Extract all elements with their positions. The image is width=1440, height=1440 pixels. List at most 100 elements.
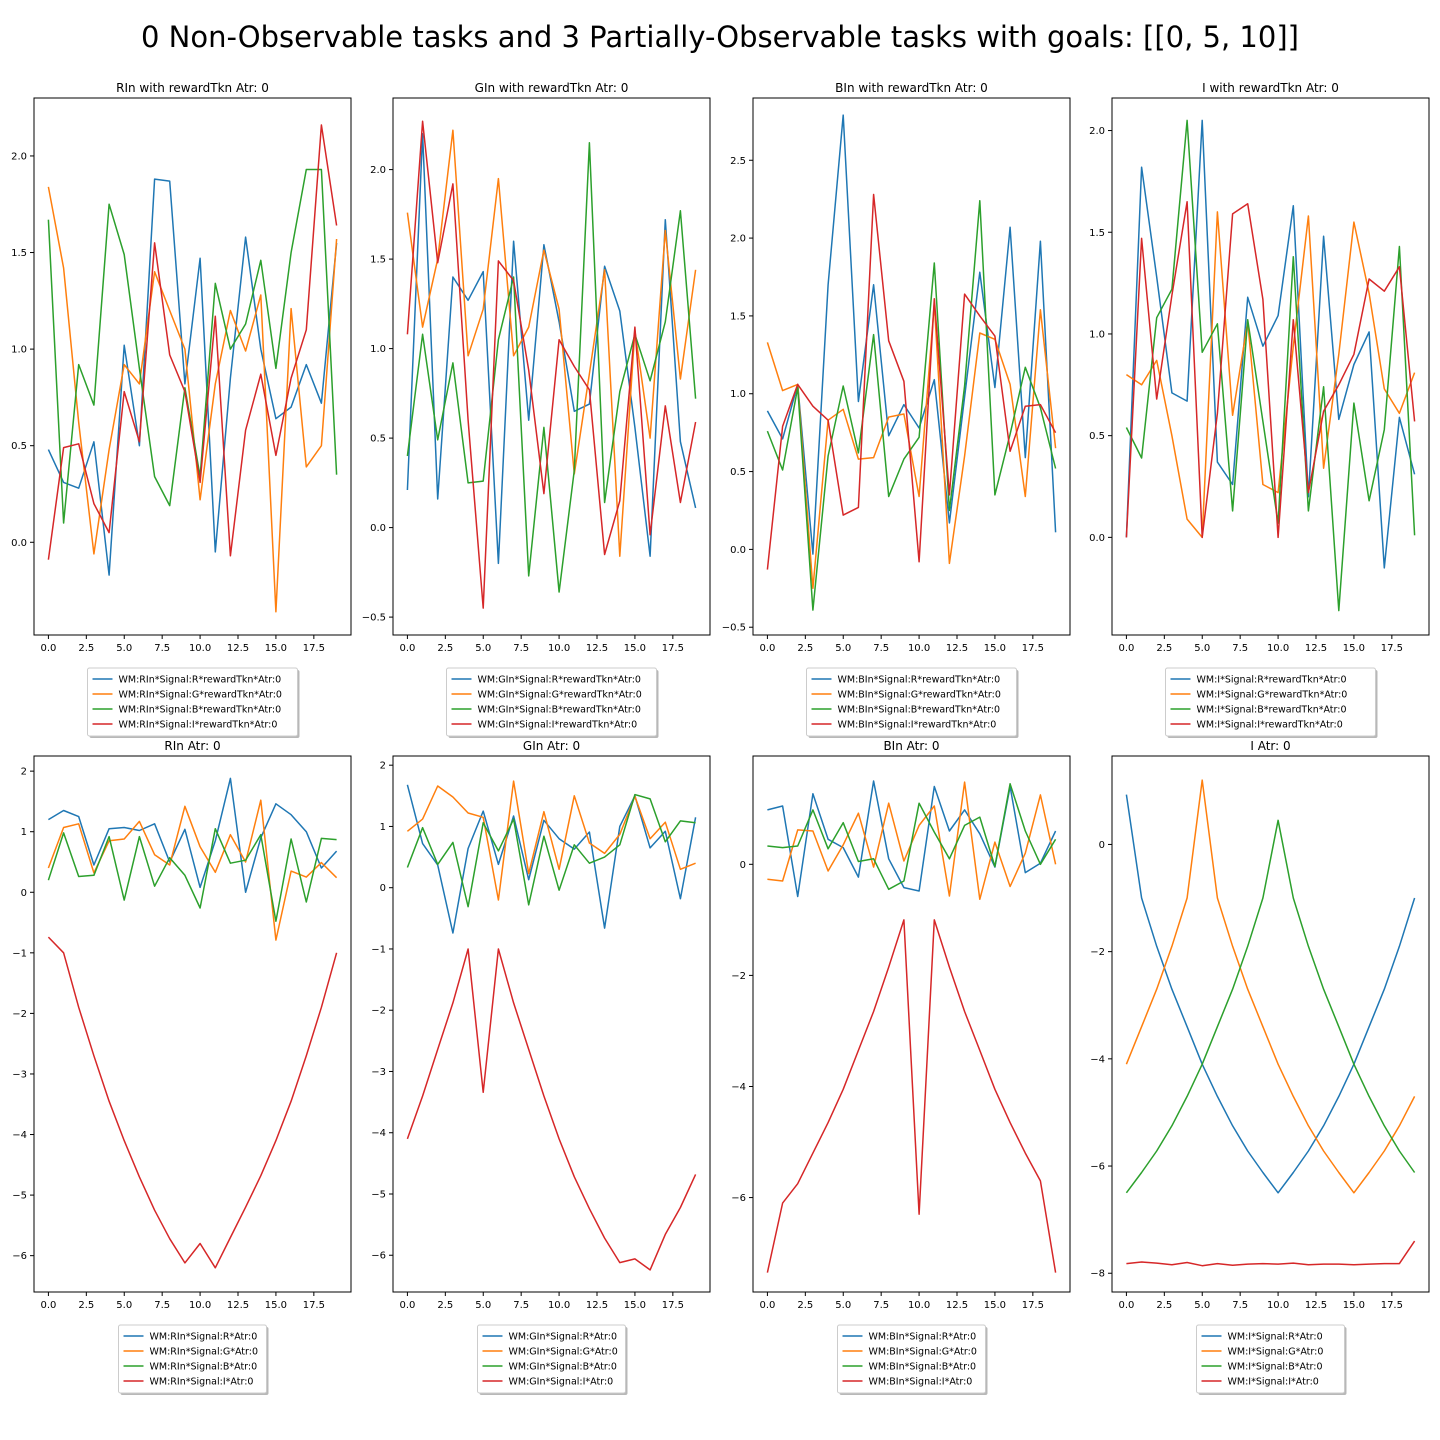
x-tick-label: 12.5	[946, 1300, 968, 1311]
subplot-title: GIn Atr: 0	[523, 739, 580, 753]
series-group	[406, 780, 697, 1271]
y-tick-label: 0	[380, 883, 386, 894]
subplot-2: GIn with rewardTkn Atr: 0 0.0 2.5 5.0 7.5 10.…	[362, 81, 711, 738]
x-tick-label: 10.0	[908, 1300, 930, 1311]
series-line-4	[1126, 1240, 1416, 1267]
x-tick-label: 15.0	[265, 643, 287, 654]
axes-frame	[752, 97, 1071, 636]
y-tick-label: 1.5	[11, 248, 27, 259]
series-line-3	[47, 827, 337, 923]
x-tick-label: 0.0	[759, 1300, 775, 1311]
legend-entry: WM:BIn*Signal:I*rewardTkn*Atr:0	[838, 720, 997, 731]
legend-entry: WM:I*Signal:R*Atr:0	[1228, 1332, 1323, 1343]
legend-entry: WM:I*Signal:R*rewardTkn*Atr:0	[1197, 675, 1347, 686]
series-line-1	[406, 133, 697, 565]
legend-entry: WM:BIn*Signal:G*rewardTkn*Atr:0	[838, 690, 1001, 701]
x-tick-label: 12.5	[586, 1300, 608, 1311]
axes-frame	[392, 755, 711, 1293]
series-group	[47, 777, 338, 1269]
legend-box	[1196, 1324, 1345, 1394]
x-tick-label: 7.5	[513, 643, 529, 654]
legend: WM:BIn*Signal:R*rewardTkn*Atr:0 WM:BIn*Si…	[806, 667, 1019, 738]
y-tick-label: −4	[1090, 1054, 1105, 1065]
x-tick-label: 0.0	[759, 643, 775, 654]
legend-entry: WM:RIn*Signal:R*Atr:0	[150, 1332, 258, 1343]
x-tick-label: 15.0	[265, 1300, 287, 1311]
y-tick-label: 0	[21, 888, 27, 899]
legend-entry: WM:RIn*Signal:R*rewardTkn*Atr:0	[119, 675, 282, 686]
legend-entry: WM:RIn*Signal:G*rewardTkn*Atr:0	[119, 690, 282, 701]
series-group	[47, 124, 338, 613]
series-line-4	[47, 936, 338, 1269]
legend-entry: WM:GIn*Signal:G*Atr:0	[509, 1347, 618, 1358]
legend-entry: WM:GIn*Signal:R*rewardTkn*Atr:0	[478, 675, 641, 686]
legend-entry: WM:BIn*Signal:B*Atr:0	[869, 1362, 977, 1373]
series-group	[766, 114, 1057, 611]
subplot-title: RIn Atr: 0	[164, 739, 220, 753]
series-line-4	[766, 193, 1057, 570]
x-tick-label: 10.0	[189, 643, 211, 654]
subplot-title: BIn with rewardTkn Atr: 0	[835, 81, 988, 95]
x-tick-label: 15.0	[1343, 1300, 1365, 1311]
subplot-6: GIn Atr: 0 0.0 2.5 5.0 7.5 10.0 12.5 15.0 17.5 −6…	[371, 739, 711, 1395]
y-tick-label: −5	[12, 1191, 27, 1202]
y-tick-label: −5	[371, 1189, 386, 1200]
axes-frame	[392, 97, 711, 636]
y-tick-label: −4	[731, 1082, 746, 1093]
y-tick-label: 2.0	[11, 151, 27, 162]
x-tick-label: 0.0	[40, 1300, 56, 1311]
x-tick-label: 15.0	[984, 1300, 1006, 1311]
x-tick-label: 15.0	[1343, 643, 1365, 654]
legend-box	[837, 1324, 986, 1394]
y-tick-label: 0.5	[11, 441, 27, 452]
x-tick-label: 10.0	[1267, 643, 1289, 654]
legend-box	[477, 1324, 626, 1394]
x-tick-label: 2.5	[78, 643, 94, 654]
y-tick-label: 2	[21, 767, 27, 778]
x-tick-label: 5.0	[116, 1300, 132, 1311]
y-tick-label: 0	[740, 860, 746, 871]
series-line-1	[47, 178, 338, 576]
legend-entry: WM:RIn*Signal:I*rewardTkn*Atr:0	[119, 720, 278, 731]
series-line-1	[1125, 794, 1416, 1194]
y-tick-label: −4	[371, 1128, 386, 1139]
x-tick-label: 17.5	[303, 643, 325, 654]
x-tick-label: 7.5	[1232, 1300, 1248, 1311]
x-tick-label: 7.5	[154, 643, 170, 654]
y-tick-label: 2	[380, 761, 386, 772]
series-line-1	[766, 114, 1057, 555]
legend: WM:BIn*Signal:R*Atr:0 WM:BIn*Signal:G*Atr…	[837, 1324, 988, 1395]
axes-frame	[1111, 97, 1430, 636]
x-tick-label: 10.0	[189, 1300, 211, 1311]
y-tick-label: 0.0	[11, 538, 27, 549]
legend-entry: WM:I*Signal:I*Atr:0	[1228, 1377, 1319, 1388]
x-tick-label: 7.5	[1232, 643, 1248, 654]
y-tick-label: 1	[380, 822, 386, 833]
x-tick-label: 15.0	[624, 1300, 646, 1311]
x-tick-label: 2.5	[78, 1300, 94, 1311]
y-tick-label: −2	[12, 1009, 27, 1020]
series-line-2	[47, 799, 338, 941]
subplot-1: RIn with rewardTkn Atr: 0 0.0 2.5 5.0 7.5 10.…	[11, 81, 352, 738]
legend-entry: WM:GIn*Signal:I*rewardTkn*Atr:0	[478, 720, 638, 731]
y-tick-label: 2.0	[370, 165, 386, 176]
series-line-4	[47, 124, 338, 560]
legend-box	[1165, 667, 1376, 737]
legend-entry: WM:BIn*Signal:R*Atr:0	[869, 1332, 977, 1343]
y-tick-label: −0.5	[362, 613, 386, 624]
legend-entry: WM:I*Signal:G*rewardTkn*Atr:0	[1197, 690, 1348, 701]
y-tick-label: 1.0	[11, 345, 27, 356]
x-tick-label: 17.5	[303, 1300, 325, 1311]
x-tick-label: 5.0	[835, 643, 851, 654]
x-tick-label: 17.5	[1381, 1300, 1403, 1311]
subplot-title: I Atr: 0	[1250, 739, 1290, 753]
x-tick-label: 7.5	[154, 1300, 170, 1311]
y-tick-label: 0.5	[1089, 431, 1105, 442]
x-tick-label: 12.5	[586, 643, 608, 654]
x-tick-label: 0.0	[399, 643, 415, 654]
y-tick-label: −1	[371, 944, 386, 955]
series-line-3	[1125, 119, 1416, 612]
y-tick-label: −6	[12, 1251, 27, 1262]
legend: WM:GIn*Signal:R*Atr:0 WM:GIn*Signal:G*Atr…	[477, 1324, 628, 1395]
